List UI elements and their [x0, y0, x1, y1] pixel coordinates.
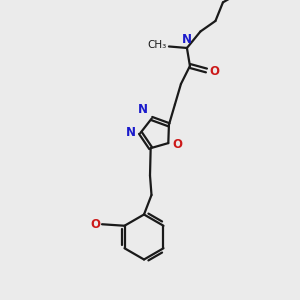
Text: N: N — [126, 127, 136, 140]
Text: N: N — [138, 103, 148, 116]
Text: O: O — [172, 138, 182, 151]
Text: CH₃: CH₃ — [147, 40, 167, 50]
Text: O: O — [209, 64, 219, 78]
Text: O: O — [91, 218, 100, 231]
Text: N: N — [182, 33, 192, 46]
